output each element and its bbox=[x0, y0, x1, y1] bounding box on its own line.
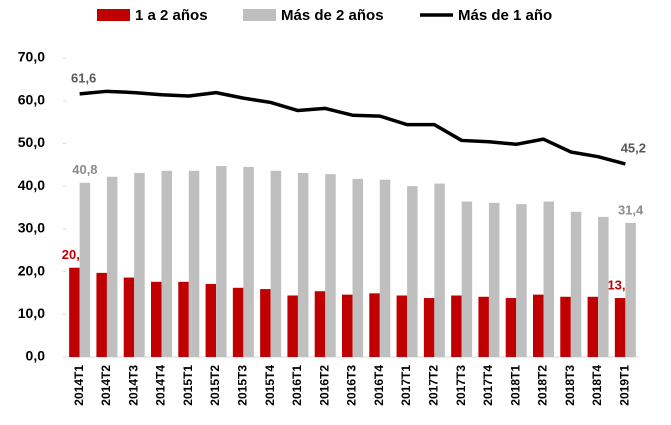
x-tick-label: 2017T1 bbox=[399, 365, 413, 406]
x-tick-label: 2016T1 bbox=[290, 365, 304, 406]
bar bbox=[352, 178, 363, 357]
bar bbox=[614, 298, 626, 357]
legend-label: Más de 1 año bbox=[458, 7, 552, 24]
x-tick-label: 2017T3 bbox=[454, 365, 468, 406]
data-label: 31,4 bbox=[618, 202, 644, 217]
data-label: 40,8 bbox=[72, 162, 97, 177]
y-tick-label: 10,0 bbox=[18, 305, 45, 321]
bar bbox=[423, 298, 435, 357]
bar bbox=[188, 170, 200, 357]
x-tick-label: 2018T3 bbox=[563, 365, 577, 406]
bar bbox=[260, 289, 271, 357]
x-tick-label: 2014T4 bbox=[154, 365, 168, 406]
y-tick-label: 0,0 bbox=[26, 348, 46, 364]
bar bbox=[570, 211, 582, 357]
x-tick-label: 2014T3 bbox=[126, 365, 140, 406]
bar bbox=[587, 296, 599, 357]
y-tick-label: 70,0 bbox=[18, 49, 45, 65]
bar bbox=[297, 172, 309, 357]
bar bbox=[134, 172, 145, 357]
bar bbox=[516, 204, 527, 357]
bar bbox=[342, 294, 353, 357]
bar bbox=[461, 201, 473, 357]
x-tick-label: 2019T1 bbox=[618, 365, 632, 406]
bar bbox=[369, 293, 380, 357]
line bbox=[79, 89, 626, 166]
data-label: 45,2 bbox=[621, 140, 646, 155]
legend-swatch bbox=[243, 9, 276, 21]
x-tick-label: 2017T2 bbox=[427, 365, 441, 406]
x-tick-label: 2018T1 bbox=[508, 365, 522, 406]
x-tick-label: 2014T2 bbox=[99, 365, 113, 406]
bar bbox=[232, 287, 244, 357]
bar bbox=[216, 166, 227, 357]
legend-swatch bbox=[97, 9, 130, 21]
x-tick-label: 2017T4 bbox=[481, 365, 495, 406]
x-tick-label: 2014T1 bbox=[72, 365, 86, 406]
bar bbox=[205, 283, 217, 357]
x-tick-label: 2016T3 bbox=[345, 365, 359, 406]
bar bbox=[598, 216, 609, 357]
y-tick-label: 60,0 bbox=[18, 91, 45, 107]
legend-label: Más de 2 años bbox=[281, 7, 384, 24]
bar bbox=[379, 179, 391, 357]
bar bbox=[407, 186, 418, 357]
bar bbox=[96, 272, 107, 357]
x-tick-label: 2015T2 bbox=[208, 365, 222, 406]
bar bbox=[69, 267, 80, 357]
y-tick-label: 30,0 bbox=[18, 220, 45, 236]
bar bbox=[543, 201, 554, 357]
bar bbox=[243, 166, 254, 357]
x-tick-label: 2016T4 bbox=[372, 365, 386, 406]
legend-label: 1 a 2 años bbox=[135, 7, 208, 24]
bar bbox=[478, 296, 489, 357]
bar bbox=[325, 174, 336, 357]
x-tick-label: 2018T4 bbox=[590, 365, 604, 406]
bar bbox=[533, 294, 544, 357]
x-tick-label: 2015T3 bbox=[236, 365, 250, 406]
bar bbox=[434, 183, 445, 357]
bar bbox=[178, 281, 189, 357]
bar bbox=[625, 222, 636, 357]
y-tick-label: 20,0 bbox=[18, 262, 45, 278]
bar bbox=[161, 170, 172, 357]
bar bbox=[270, 170, 282, 357]
bar bbox=[287, 295, 298, 357]
x-tick-label: 2018T2 bbox=[536, 365, 550, 406]
data-label: 61,6 bbox=[71, 70, 96, 85]
y-tick-label: 50,0 bbox=[18, 134, 45, 150]
bar bbox=[106, 176, 118, 357]
bar bbox=[451, 295, 462, 357]
x-tick-label: 2015T4 bbox=[263, 365, 277, 406]
bar bbox=[488, 202, 500, 357]
bar bbox=[505, 298, 517, 357]
bar bbox=[151, 281, 162, 357]
x-tick-label: 2016T2 bbox=[317, 365, 331, 406]
bar bbox=[123, 277, 135, 357]
bar bbox=[314, 291, 326, 357]
y-tick-label: 40,0 bbox=[18, 177, 45, 193]
bar bbox=[79, 182, 91, 357]
x-tick-label: 2015T1 bbox=[181, 365, 195, 406]
bar bbox=[396, 295, 408, 357]
bar bbox=[560, 296, 571, 357]
